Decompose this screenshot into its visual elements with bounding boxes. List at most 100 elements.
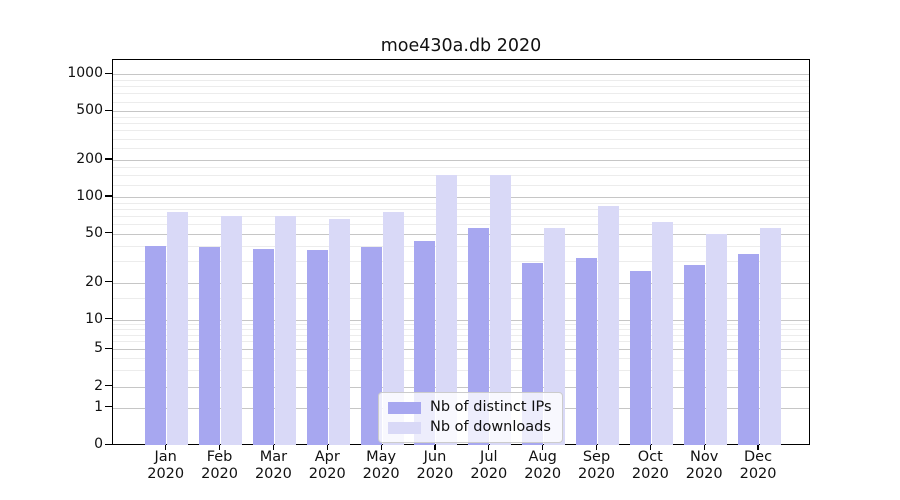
legend-label: Nb of downloads [430,419,551,435]
minor-gridline [113,175,809,177]
y-axis-tick [105,109,112,111]
chart-title: moe430a.db 2020 [380,36,542,56]
bar-downloads [274,215,296,446]
minor-gridline [113,202,809,204]
bar-downloads [759,227,781,446]
y-axis-tick [105,347,112,349]
minor-gridline [113,148,809,150]
x-axis-tick-label: Aug 2020 [513,449,573,482]
y-axis-tick-label: 1000 [67,65,103,82]
x-axis-tick [218,445,221,451]
bar-downloads [382,212,404,446]
minor-gridline [113,116,809,118]
x-label-year: 2020 [416,465,454,482]
legend-item-distinct-ips: Nb of distinct IPs [388,400,552,415]
x-axis-tick-label: Jul 2020 [459,449,519,482]
bar-distinct-ips [145,245,167,446]
y-axis-tick [105,385,112,387]
minor-gridline [113,123,809,125]
major-gridline [113,319,809,321]
minor-gridline [113,86,809,88]
x-axis-tick-label: May 2020 [351,449,411,482]
legend-label: Nb of distinct IPs [430,399,552,415]
x-label-year: 2020 [362,465,400,482]
x-axis-tick-label: Dec 2020 [728,449,788,482]
major-gridline [113,386,809,388]
plot-area [112,59,810,446]
x-axis-tick [703,445,705,451]
minor-gridline [113,138,809,140]
legend: Nb of distinct IPs Nb of downloads [378,392,563,443]
legend-swatch-distinct-ips [388,401,421,414]
x-label-month: Aug [528,449,557,465]
y-axis-tick-label: 50 [85,224,103,241]
x-label-month: Jul [480,449,498,465]
y-axis-tick-label: 100 [76,188,103,204]
minor-gridline [113,324,809,326]
bar-distinct-ips [360,247,382,446]
x-axis-tick [488,445,490,451]
x-label-year: 2020 [254,465,292,482]
x-label-month: Jan [154,449,177,465]
y-axis-tick [105,443,112,445]
x-axis-tick-label: Apr 2020 [297,449,357,482]
x-label-year: 2020 [631,465,669,482]
bar-distinct-ips [468,227,490,446]
bar-downloads [598,205,619,446]
x-label-month: Nov [690,449,719,465]
y-axis-tick [105,158,112,160]
bar-distinct-ips [306,249,328,446]
legend-swatch-downloads [388,421,421,434]
x-label-month: Dec [744,449,773,465]
minor-gridline [113,341,809,343]
y-axis-tick-label: 10 [85,310,103,327]
bar-downloads [436,175,458,446]
x-label-year: 2020 [147,465,185,482]
x-label-month: Jun [423,449,447,465]
x-label-year: 2020 [685,465,723,482]
major-gridline [113,160,809,162]
x-axis-tick-label: Jan 2020 [136,449,196,482]
minor-gridline [113,329,809,331]
y-axis-tick-label: 500 [76,102,103,119]
x-label-month: Apr [314,449,340,465]
bar-downloads [705,233,727,446]
x-label-month: May [366,449,397,465]
x-axis-tick-label: Feb 2020 [190,449,250,482]
minor-gridline [113,185,809,187]
bar-distinct-ips [683,264,705,446]
x-label-year: 2020 [470,465,508,482]
major-gridline [113,282,809,284]
x-label-year: 2020 [578,465,615,482]
y-axis-tick-label: 5 [94,340,103,357]
minor-gridline [113,334,809,336]
bar-distinct-ips [199,247,221,446]
major-gridline [113,111,809,113]
x-axis-tick [542,445,544,451]
minor-gridline [113,224,809,226]
bar-distinct-ips [252,248,274,446]
minor-gridline [113,358,809,360]
bar-distinct-ips [629,270,651,446]
major-gridline [113,197,809,198]
x-axis-tick [595,445,598,451]
x-label-year: 2020 [308,465,346,482]
y-axis-tick [105,72,112,74]
x-axis-tick [326,445,328,451]
x-axis-tick-label: Oct 2020 [620,449,680,482]
y-axis-tick-label: 0 [94,436,103,453]
x-axis-tick [649,445,651,451]
y-axis-tick-label: 20 [85,273,103,290]
bar-downloads [221,215,243,446]
legend-item-downloads: Nb of downloads [388,420,552,435]
minor-gridline [113,215,809,217]
y-axis-tick [105,232,112,234]
bar-downloads [167,212,189,446]
y-axis-tick [105,318,112,320]
bar-downloads [328,219,350,446]
x-label-year: 2020 [524,465,562,482]
x-label-month: Sep [582,449,611,465]
x-label-month: Oct [637,449,663,465]
major-gridline [113,74,809,76]
